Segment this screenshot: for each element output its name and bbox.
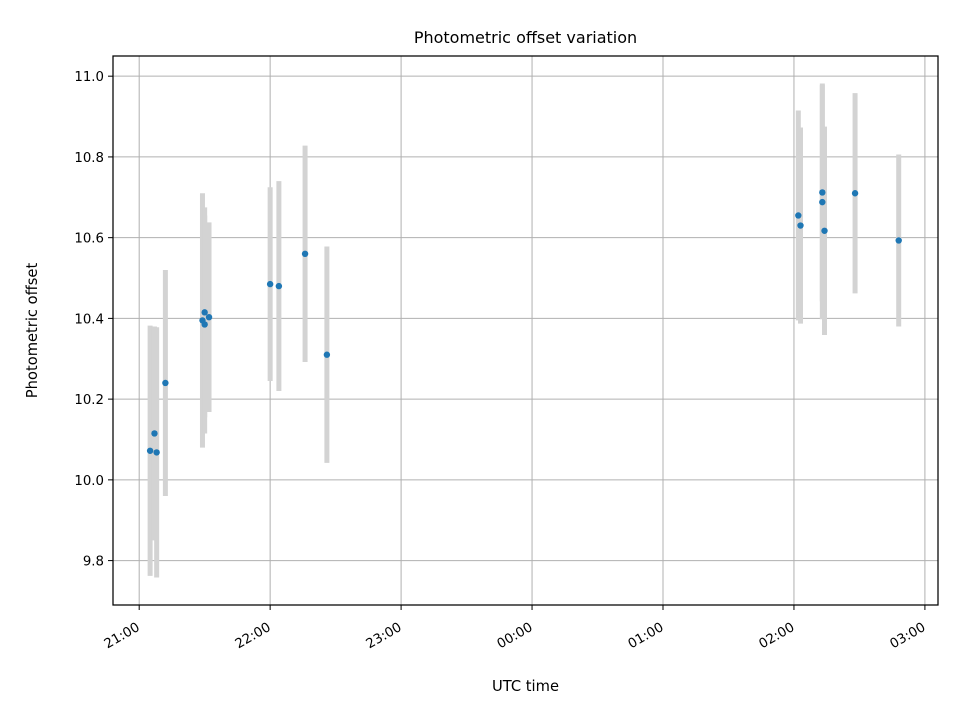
- y-tick-label: 10.2: [74, 393, 104, 408]
- y-tick-label: 10.6: [74, 232, 104, 247]
- data-point: [205, 313, 213, 321]
- grid-layer: [113, 56, 938, 605]
- data-point: [201, 321, 208, 328]
- data-point: [301, 250, 309, 258]
- y-axis-ticks: 9.8 10.0 10.2 10.4 10.6 10.8 11.0: [74, 70, 113, 570]
- y-axis-title: Photometric offset: [24, 263, 41, 399]
- x-tick-label: 22:00: [233, 620, 274, 652]
- data-point: [153, 449, 160, 456]
- data-point: [797, 222, 804, 229]
- data-point: [851, 190, 859, 197]
- x-tick-label: 03:00: [888, 620, 929, 652]
- x-tick-label: 01:00: [626, 620, 667, 652]
- x-axis-ticks: 21:00 22:00 23:00 00:00 01:00 02:00 03:00: [102, 605, 928, 652]
- data-point: [146, 447, 154, 454]
- chart-title: Photometric offset variation: [414, 28, 637, 47]
- data-point: [275, 282, 283, 290]
- data-point: [201, 309, 208, 316]
- x-tick-label: 00:00: [495, 620, 536, 652]
- y-tick-label: 11.0: [74, 70, 104, 85]
- data-point: [151, 430, 158, 437]
- y-tick-label: 10.8: [74, 151, 104, 166]
- x-tick-label: 21:00: [102, 620, 143, 652]
- x-axis-title: UTC time: [492, 678, 559, 695]
- data-point: [895, 237, 902, 244]
- y-tick-label: 9.8: [83, 555, 104, 570]
- data-point: [162, 379, 169, 387]
- y-tick-label: 10.0: [74, 474, 104, 489]
- data-point: [819, 198, 826, 206]
- data-point: [795, 212, 802, 219]
- x-tick-label: 23:00: [364, 620, 405, 652]
- errorbar-layer: [147, 83, 902, 578]
- data-point: [323, 351, 331, 358]
- data-point: [819, 189, 826, 196]
- y-tick-label: 10.4: [74, 312, 104, 327]
- point-layer: [146, 189, 902, 456]
- plot-frame: [112, 55, 939, 606]
- data-point: [821, 227, 828, 234]
- x-tick-label: 02:00: [757, 620, 798, 652]
- data-point: [266, 280, 274, 288]
